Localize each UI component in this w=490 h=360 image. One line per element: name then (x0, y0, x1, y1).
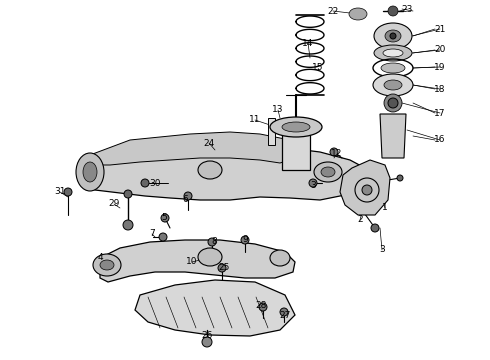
Ellipse shape (270, 117, 322, 137)
Text: 28: 28 (255, 301, 267, 310)
Text: 22: 22 (327, 6, 339, 15)
Circle shape (184, 192, 192, 200)
Text: 18: 18 (434, 85, 446, 94)
Circle shape (330, 148, 338, 156)
Ellipse shape (374, 45, 412, 61)
Polygon shape (135, 280, 295, 336)
Text: 12: 12 (331, 148, 343, 158)
Text: 6: 6 (182, 195, 188, 204)
Text: 17: 17 (434, 108, 446, 117)
Circle shape (397, 175, 403, 181)
Ellipse shape (385, 30, 401, 42)
Ellipse shape (100, 260, 114, 270)
Polygon shape (82, 142, 365, 200)
Circle shape (159, 233, 167, 241)
Polygon shape (100, 240, 295, 282)
Circle shape (241, 236, 249, 244)
Circle shape (390, 33, 396, 39)
Text: 5: 5 (161, 212, 167, 221)
Circle shape (388, 98, 398, 108)
Text: 14: 14 (302, 39, 314, 48)
Ellipse shape (384, 80, 402, 90)
Circle shape (362, 185, 372, 195)
Ellipse shape (93, 254, 121, 276)
Text: 26: 26 (201, 332, 213, 341)
Text: 16: 16 (434, 135, 446, 144)
Text: 2: 2 (357, 216, 363, 225)
Text: 24: 24 (203, 139, 215, 148)
Circle shape (259, 303, 267, 311)
Ellipse shape (198, 161, 222, 179)
Text: 21: 21 (434, 24, 446, 33)
Circle shape (371, 224, 379, 232)
Circle shape (161, 214, 169, 222)
Text: 31: 31 (54, 188, 66, 197)
Polygon shape (90, 132, 300, 165)
Circle shape (208, 238, 216, 246)
Text: 7: 7 (149, 230, 155, 238)
Polygon shape (380, 114, 406, 158)
Text: 11: 11 (249, 116, 261, 125)
Circle shape (141, 179, 149, 187)
Text: 1: 1 (382, 203, 388, 212)
Ellipse shape (198, 248, 222, 266)
Ellipse shape (83, 162, 97, 182)
Ellipse shape (373, 74, 413, 96)
Text: 20: 20 (434, 45, 446, 54)
Text: 3: 3 (310, 180, 316, 189)
Text: 19: 19 (434, 63, 446, 72)
Polygon shape (268, 118, 275, 145)
Circle shape (123, 220, 133, 230)
Circle shape (388, 6, 398, 16)
Polygon shape (282, 127, 310, 170)
Ellipse shape (321, 167, 335, 177)
Circle shape (280, 308, 288, 316)
Circle shape (124, 190, 132, 198)
Circle shape (309, 179, 317, 187)
Ellipse shape (383, 49, 403, 57)
Text: 9: 9 (242, 235, 248, 244)
Text: 13: 13 (272, 105, 284, 114)
Text: 27: 27 (279, 310, 291, 320)
Text: 30: 30 (149, 179, 161, 188)
Ellipse shape (349, 8, 367, 20)
Ellipse shape (381, 63, 405, 73)
Text: 4: 4 (97, 253, 103, 262)
Text: 25: 25 (219, 264, 230, 273)
Ellipse shape (76, 153, 104, 191)
Text: 8: 8 (211, 238, 217, 247)
Circle shape (384, 94, 402, 112)
Ellipse shape (282, 122, 310, 132)
Ellipse shape (270, 250, 290, 266)
Circle shape (202, 337, 212, 347)
Ellipse shape (374, 23, 412, 49)
Circle shape (218, 264, 226, 272)
Text: 29: 29 (108, 199, 120, 208)
Text: 23: 23 (401, 4, 413, 13)
Text: 10: 10 (186, 257, 198, 266)
Circle shape (64, 188, 72, 196)
Polygon shape (340, 160, 390, 215)
Text: 15: 15 (312, 63, 324, 72)
Ellipse shape (314, 162, 342, 182)
Text: 3: 3 (379, 246, 385, 255)
